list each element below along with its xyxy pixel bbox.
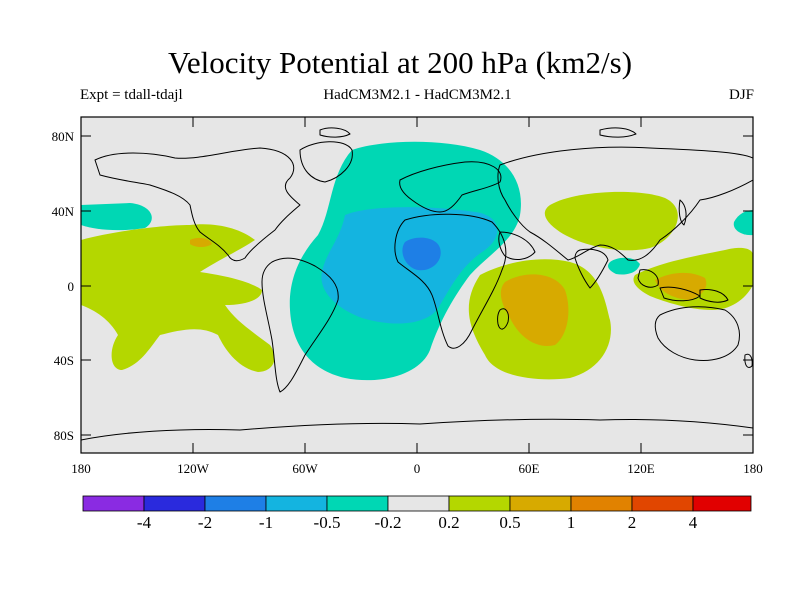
contour-wpacific-pos1 — [655, 272, 707, 300]
x-tick-label: 180 — [743, 461, 763, 476]
colorbar-swatch — [509, 495, 572, 512]
y-tick-label: 0 — [68, 279, 75, 294]
x-tick-labels: 180 120W 60W 0 60E 120E 180 — [71, 461, 763, 476]
colorbar-swatch — [326, 495, 389, 512]
y-tick-labels: 80N 40N 0 40S 80S — [52, 129, 75, 443]
coastlines — [81, 127, 753, 441]
contour-epacific-pos05 — [81, 224, 275, 372]
contour-bengal-neg02 — [608, 257, 640, 275]
colorbar-swatch — [387, 495, 450, 512]
colorbar-labels: -4 -2 -1 -0.5 -0.2 0.2 0.5 1 2 4 — [137, 513, 698, 532]
colorbar-label: 4 — [689, 513, 698, 532]
x-tick-label: 180 — [71, 461, 91, 476]
x-axis — [192, 117, 642, 453]
colorbar-label: -4 — [137, 513, 152, 532]
colorbar-label: 0.5 — [499, 513, 520, 532]
colorbar-swatch — [631, 495, 694, 512]
contour-atlantic-neg1 — [402, 237, 441, 271]
colorbar-label: -0.5 — [314, 513, 341, 532]
contour-dateline-neg02 — [733, 210, 753, 236]
x-tick-label: 0 — [414, 461, 421, 476]
contour-indian-pos1 — [500, 274, 569, 346]
colorbar-swatch — [265, 495, 328, 512]
colorbar-swatch — [82, 495, 145, 512]
colorbar-swatch — [143, 495, 206, 512]
contour-fields — [81, 127, 753, 441]
experiment-label: Expt = tdall-tdajl — [80, 87, 183, 103]
season-label: DJF — [728, 87, 754, 103]
colorbar-label: -1 — [259, 513, 273, 532]
contour-asia-pos05 — [544, 191, 678, 251]
colorbar-label: -0.2 — [375, 513, 402, 532]
colorbar-swatch — [570, 495, 633, 512]
colorbar-label: 1 — [567, 513, 576, 532]
colorbar-swatch — [204, 495, 267, 512]
colorbar-swatch — [448, 495, 511, 512]
colorbar-label: 2 — [628, 513, 637, 532]
x-tick-label: 60W — [292, 461, 318, 476]
colorbar-swatch — [692, 495, 752, 512]
colorbar-label: 0.2 — [438, 513, 459, 532]
x-tick-label: 120W — [177, 461, 210, 476]
y-tick-label: 40N — [52, 204, 75, 219]
colorbar — [82, 495, 752, 512]
y-tick-label: 80N — [52, 129, 75, 144]
y-tick-label: 40S — [54, 353, 74, 368]
plot-title: Velocity Potential at 200 hPa (km2/s) — [167, 45, 633, 80]
y-tick-label: 80S — [54, 428, 74, 443]
contour-npacific-neg02 — [81, 203, 152, 231]
x-tick-label: 120E — [627, 461, 655, 476]
contour-epacific-pos1 — [190, 237, 212, 247]
model-label: HadCM3M2.1 - HadCM3M2.1 — [323, 87, 512, 103]
colorbar-label: -2 — [198, 513, 212, 532]
y-axis — [81, 135, 753, 436]
x-tick-label: 60E — [519, 461, 540, 476]
